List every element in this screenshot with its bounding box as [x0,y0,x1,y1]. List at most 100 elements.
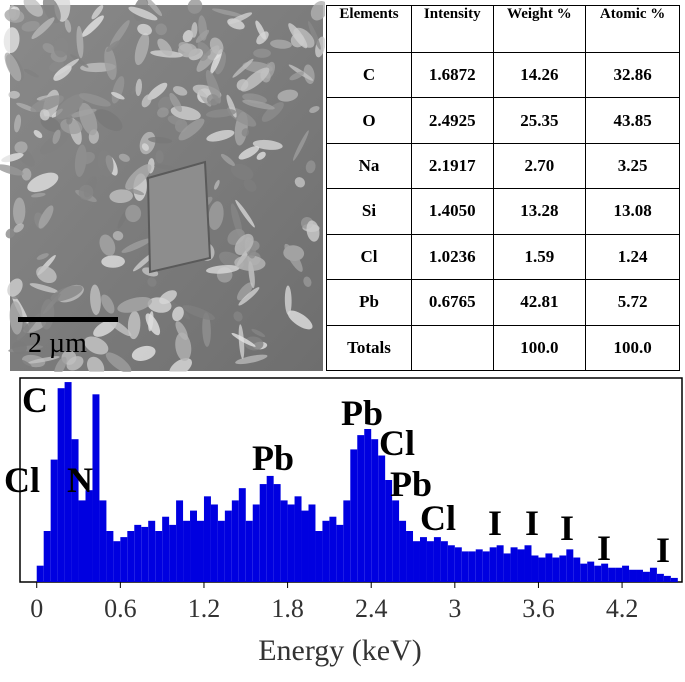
grain [5,228,16,239]
peak-label: N [67,460,93,500]
bar [176,500,184,582]
bar [99,500,107,582]
grain [0,164,24,176]
grain [54,58,80,77]
grain [231,333,256,347]
bar [524,545,532,582]
grain [106,40,120,53]
bar [566,549,574,582]
grain [81,15,104,37]
grain [147,277,157,287]
grain [134,32,150,66]
bar [475,549,483,582]
bar [203,496,211,582]
grain [49,60,64,72]
bar [573,557,581,582]
grain [228,12,253,25]
grain [155,150,164,164]
table-cell: 1.24 [585,233,680,281]
bar [580,563,588,582]
grain [147,82,168,101]
table-row: Totals 100.0 100.0 [326,324,680,372]
bar [343,500,351,582]
header-cell: Weight % [492,5,587,53]
grain [9,301,23,335]
grain [237,282,253,301]
composition-table: Elements Intensity Weight % Atomic % C 1.6872… [326,5,680,372]
table-cell: 100.0 [585,324,680,372]
table-row: Na 2.1917 2.70 3.25 [326,142,680,190]
grain [242,99,275,110]
table-cell: 1.0236 [411,233,494,281]
grain [233,311,243,322]
grain [4,8,25,23]
peak-label: Pb [252,438,294,478]
peak-label: Cl [379,423,415,463]
table-cell: 3.25 [585,142,680,190]
grain [238,324,245,359]
grain [54,356,67,372]
grain [118,153,130,162]
bar [629,569,637,582]
grain [7,278,23,297]
bar [245,520,253,582]
grain [95,109,123,132]
table-cell: 2.70 [492,142,587,190]
grain [235,199,255,228]
grain [117,210,128,229]
grain [27,172,59,193]
grain [42,0,61,24]
table-cell: C [326,51,412,99]
grain [10,358,32,370]
grain [14,114,22,133]
table-cell: 43.85 [585,97,680,144]
grain [125,164,152,190]
grain [240,67,270,92]
table-cell: 5.72 [585,279,680,326]
bar [364,429,372,582]
bar [461,551,469,582]
grain [107,318,132,337]
grain [128,6,158,21]
bar [169,524,177,582]
grain [158,96,173,111]
grain [101,255,125,268]
grain [167,115,183,126]
bar [392,500,400,582]
x-tick-label: 3 [448,594,461,623]
bar [636,569,643,582]
grain [303,276,312,287]
grain [148,311,154,332]
header-cell: Elements [326,5,412,53]
bar [78,500,86,582]
bar [413,541,420,582]
grain [157,38,173,56]
grain [76,25,84,59]
bar [406,531,414,582]
bar [350,449,358,582]
grain [117,296,153,313]
table-row: Si 1.4050 13.28 13.08 [326,188,680,235]
grain [78,93,111,107]
grain [91,5,104,20]
scale-label: 2 µm [28,328,87,359]
grain [38,205,54,229]
grain [208,201,224,231]
grain [244,336,264,351]
grain [205,69,222,104]
grain [175,332,192,361]
peak-label: Pb [390,464,432,504]
grain [97,150,114,177]
bar [148,520,156,582]
bar [322,520,330,582]
grain [121,238,152,253]
grain [277,89,299,102]
grain [197,41,211,56]
grain [307,21,321,50]
x-tick-label: 0 [30,594,43,623]
grain [235,354,268,365]
table-cell: 1.6872 [411,51,494,99]
grain [243,179,257,192]
bar [259,484,267,582]
grain [14,141,28,154]
